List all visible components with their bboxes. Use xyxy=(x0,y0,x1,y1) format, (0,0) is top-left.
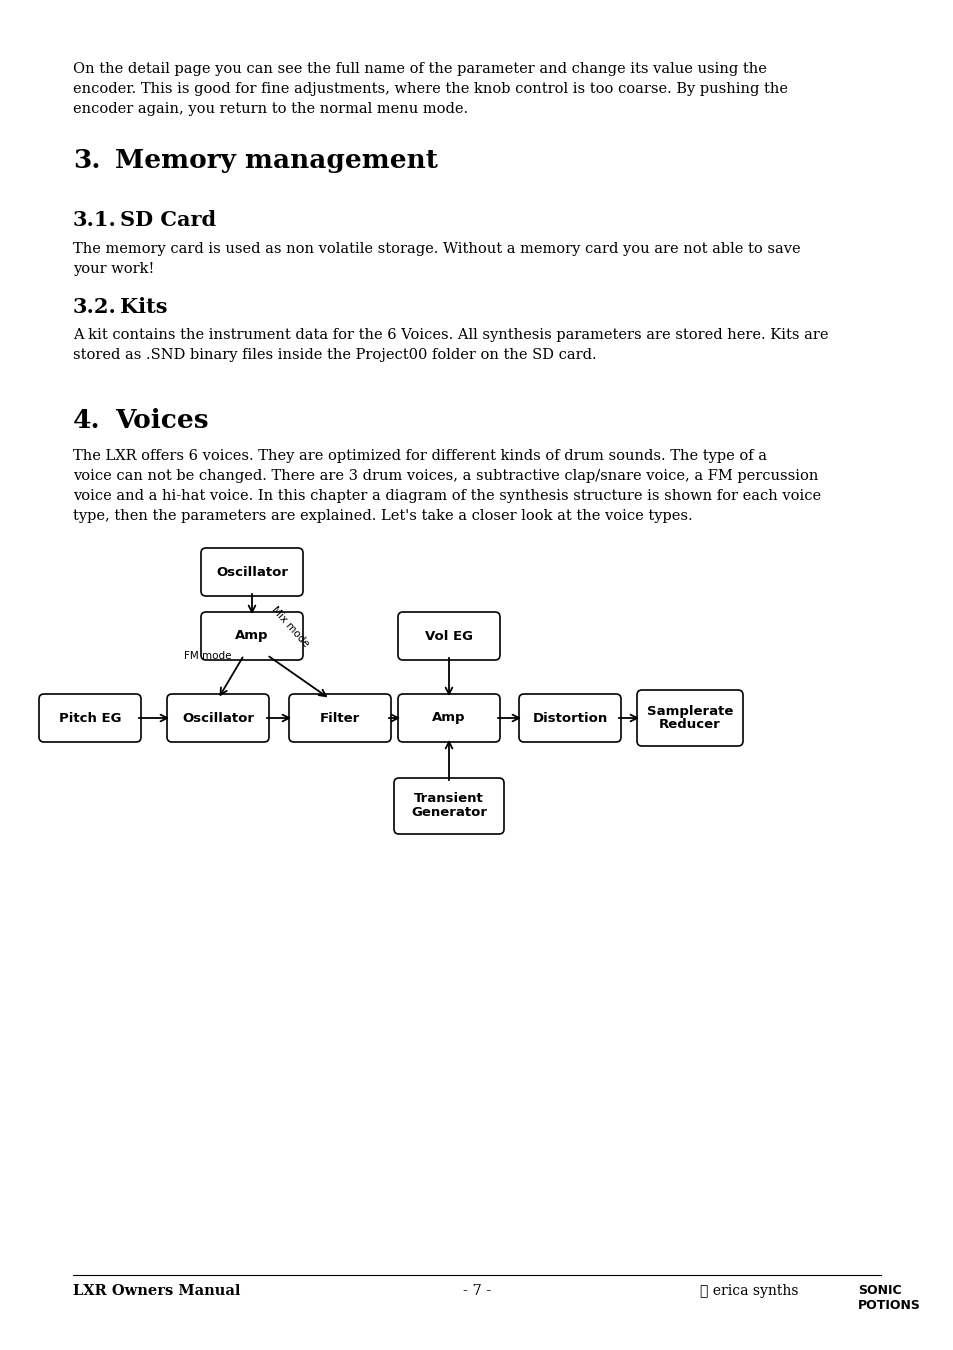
Text: encoder again, you return to the normal menu mode.: encoder again, you return to the normal … xyxy=(73,103,468,116)
Text: Generator: Generator xyxy=(411,806,486,819)
Text: A kit contains the instrument data for the 6 Voices. All synthesis parameters ar: A kit contains the instrument data for t… xyxy=(73,328,827,342)
Text: SONIC
POTIONS: SONIC POTIONS xyxy=(857,1284,920,1312)
Text: On the detail page you can see the full name of the parameter and change its val: On the detail page you can see the full … xyxy=(73,62,766,76)
Text: Filter: Filter xyxy=(319,711,359,725)
Text: Kits: Kits xyxy=(120,297,168,317)
Text: Transient: Transient xyxy=(414,792,483,806)
Text: type, then the parameters are explained. Let's take a closer look at the voice t: type, then the parameters are explained.… xyxy=(73,509,692,522)
Text: The memory card is used as non volatile storage. Without a memory card you are n: The memory card is used as non volatile … xyxy=(73,242,800,256)
Text: - 7 -: - 7 - xyxy=(462,1284,491,1297)
Text: The LXR offers 6 voices. They are optimized for different kinds of drum sounds. : The LXR offers 6 voices. They are optimi… xyxy=(73,450,766,463)
Text: Amp: Amp xyxy=(432,711,465,725)
Text: LXR Owners Manual: LXR Owners Manual xyxy=(73,1284,240,1297)
Text: Oscillator: Oscillator xyxy=(182,711,253,725)
Text: Amp: Amp xyxy=(235,629,269,643)
FancyBboxPatch shape xyxy=(201,548,303,595)
FancyBboxPatch shape xyxy=(201,612,303,660)
Text: 3.1.: 3.1. xyxy=(73,211,117,230)
Text: Samplerate: Samplerate xyxy=(646,705,733,717)
Text: Reducer: Reducer xyxy=(659,718,720,732)
FancyBboxPatch shape xyxy=(289,694,391,742)
FancyBboxPatch shape xyxy=(637,690,742,747)
FancyBboxPatch shape xyxy=(518,694,620,742)
Text: Distortion: Distortion xyxy=(532,711,607,725)
Text: voice and a hi-hat voice. In this chapter a diagram of the synthesis structure i: voice and a hi-hat voice. In this chapte… xyxy=(73,489,821,504)
Text: 3.: 3. xyxy=(73,148,100,173)
FancyBboxPatch shape xyxy=(39,694,141,742)
Text: FM mode: FM mode xyxy=(184,651,232,661)
Text: 3.2.: 3.2. xyxy=(73,297,117,317)
Text: Mix mode: Mix mode xyxy=(270,605,311,649)
Text: Pitch EG: Pitch EG xyxy=(59,711,121,725)
FancyBboxPatch shape xyxy=(397,612,499,660)
FancyBboxPatch shape xyxy=(397,694,499,742)
Text: Memory management: Memory management xyxy=(115,148,437,173)
Text: ⚙ erica synths: ⚙ erica synths xyxy=(700,1284,798,1297)
Text: encoder. This is good for fine adjustments, where the knob control is too coarse: encoder. This is good for fine adjustmen… xyxy=(73,82,787,96)
Text: SD Card: SD Card xyxy=(120,211,216,230)
Text: Vol EG: Vol EG xyxy=(424,629,473,643)
Text: your work!: your work! xyxy=(73,262,154,275)
Text: Voices: Voices xyxy=(115,408,209,433)
FancyBboxPatch shape xyxy=(394,778,503,834)
Text: stored as .SND binary files inside the Project00 folder on the SD card.: stored as .SND binary files inside the P… xyxy=(73,348,596,362)
FancyBboxPatch shape xyxy=(167,694,269,742)
Text: voice can not be changed. There are 3 drum voices, a subtractive clap/snare voic: voice can not be changed. There are 3 dr… xyxy=(73,468,818,483)
Text: Oscillator: Oscillator xyxy=(215,566,288,579)
Text: 4.: 4. xyxy=(73,408,100,433)
